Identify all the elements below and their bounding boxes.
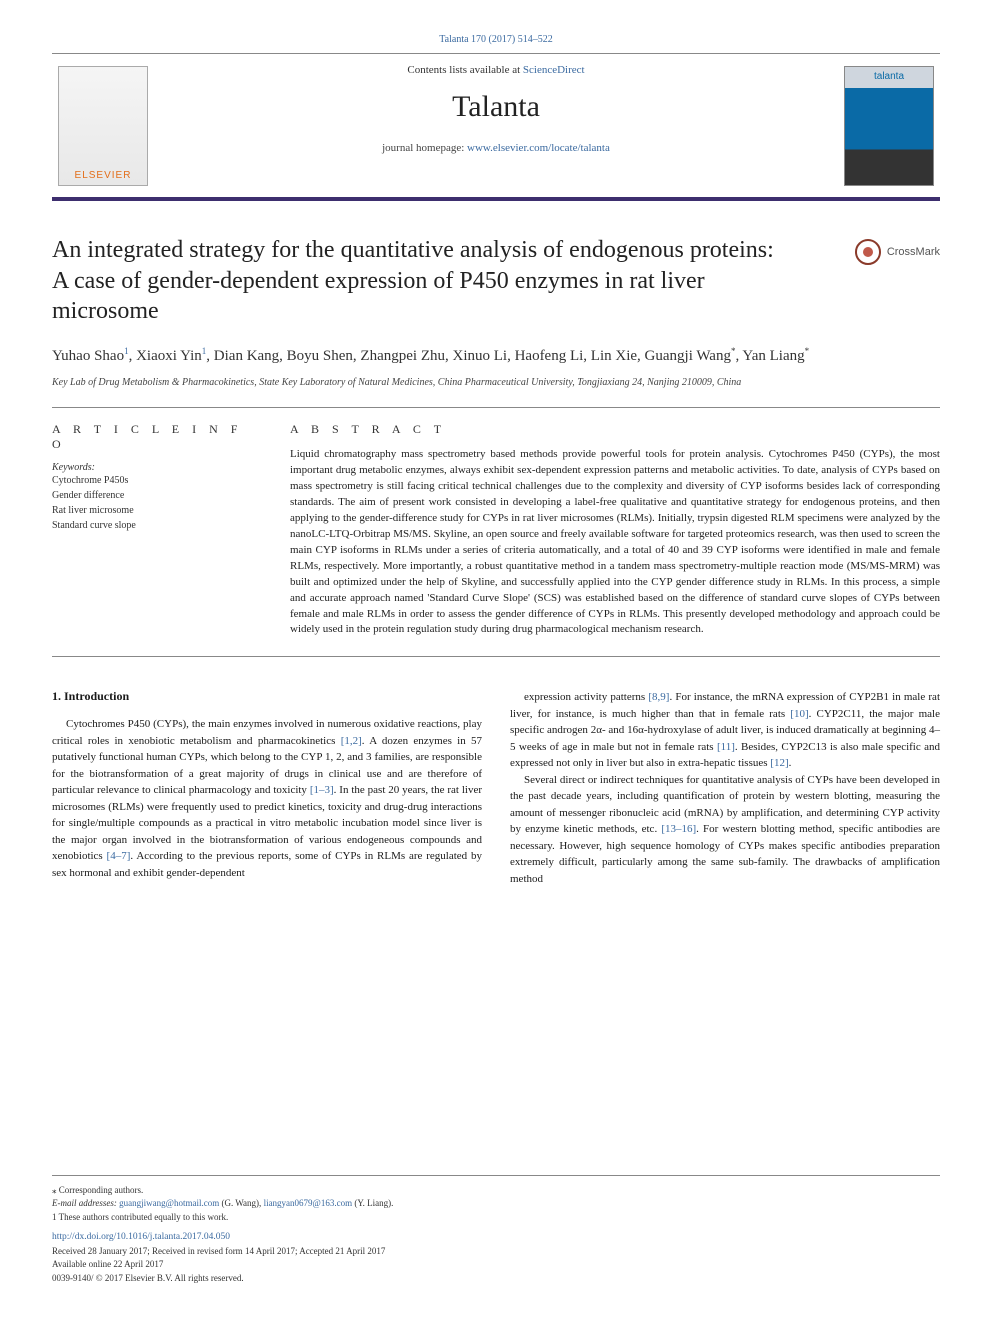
author: , Xiaoxi Yin bbox=[129, 348, 202, 364]
crossmark-label: CrossMark bbox=[887, 246, 940, 258]
sciencedirect-link[interactable]: ScienceDirect bbox=[523, 64, 585, 76]
keywords-label: Keywords: bbox=[52, 462, 262, 473]
body-two-column: 1. Introduction Cytochromes P450 (CYPs),… bbox=[52, 689, 940, 887]
doi-link[interactable]: http://dx.doi.org/10.1016/j.talanta.2017… bbox=[52, 1230, 940, 1244]
keywords-list: Cytochrome P450s Gender difference Rat l… bbox=[52, 473, 262, 533]
homepage-link[interactable]: www.elsevier.com/locate/talanta bbox=[467, 142, 610, 154]
contents-line: Contents lists available at ScienceDirec… bbox=[172, 64, 820, 76]
journal-cover-thumb: talanta bbox=[844, 66, 934, 186]
emails-line: E-mail addresses: guangjiwang@hotmail.co… bbox=[52, 1197, 940, 1211]
article-header: CrossMark An integrated strategy for the… bbox=[52, 235, 940, 389]
emails-prefix: E-mail addresses: bbox=[52, 1198, 119, 1208]
section-heading: 1. Introduction bbox=[52, 689, 482, 704]
article-info-heading: A R T I C L E I N F O bbox=[52, 422, 262, 452]
journal-ref-link[interactable]: Talanta 170 (2017) 514–522 bbox=[0, 0, 992, 53]
contents-prefix: Contents lists available at bbox=[407, 64, 522, 76]
author: , Dian Kang, Boyu Shen, Zhangpei Zhu, Xi… bbox=[206, 348, 731, 364]
info-abstract-row: A R T I C L E I N F O Keywords: Cytochro… bbox=[52, 422, 940, 638]
author: , Yan Liang bbox=[735, 348, 804, 364]
homepage-line: journal homepage: www.elsevier.com/locat… bbox=[172, 142, 820, 154]
divider bbox=[52, 656, 940, 657]
body-left-column: 1. Introduction Cytochromes P450 (CYPs),… bbox=[52, 689, 482, 887]
author: Yuhao Shao bbox=[52, 348, 124, 364]
keyword: Standard curve slope bbox=[52, 518, 262, 533]
abstract-text: Liquid chromatography mass spectrometry … bbox=[290, 447, 940, 638]
affiliation: Key Lab of Drug Metabolism & Pharmacokin… bbox=[52, 376, 940, 390]
article-history: Received 28 January 2017; Received in re… bbox=[52, 1245, 940, 1259]
article-info-column: A R T I C L E I N F O Keywords: Cytochro… bbox=[52, 422, 262, 638]
abstract-heading: A B S T R A C T bbox=[290, 422, 940, 437]
keyword: Rat liver microsome bbox=[52, 503, 262, 518]
crossmark-icon bbox=[855, 239, 881, 265]
abstract-column: A B S T R A C T Liquid chromatography ma… bbox=[290, 422, 940, 638]
corresponding-note: ⁎ Corresponding authors. bbox=[52, 1184, 940, 1198]
author-sup: * bbox=[805, 346, 810, 356]
journal-name: Talanta bbox=[172, 90, 820, 124]
author-list: Yuhao Shao1, Xiaoxi Yin1, Dian Kang, Boy… bbox=[52, 345, 940, 368]
email-aff: (Y. Liang). bbox=[352, 1198, 393, 1208]
author-email[interactable]: guangjiwang@hotmail.com bbox=[119, 1198, 219, 1208]
journal-masthead: ELSEVIER Contents lists available at Sci… bbox=[52, 53, 940, 201]
equal-contribution-note: 1 These authors contributed equally to t… bbox=[52, 1211, 940, 1225]
email-aff: (G. Wang), bbox=[219, 1198, 263, 1208]
copyright: 0039-9140/ © 2017 Elsevier B.V. All righ… bbox=[52, 1272, 940, 1286]
elsevier-logo: ELSEVIER bbox=[58, 66, 148, 186]
body-paragraph: expression activity patterns [8,9]. For … bbox=[510, 689, 940, 772]
crossmark-badge[interactable]: CrossMark bbox=[855, 239, 940, 265]
body-paragraph: Cytochromes P450 (CYPs), the main enzyme… bbox=[52, 716, 482, 881]
divider bbox=[52, 407, 940, 408]
available-online: Available online 22 April 2017 bbox=[52, 1258, 940, 1272]
homepage-prefix: journal homepage: bbox=[382, 142, 467, 154]
article-title: An integrated strategy for the quantitat… bbox=[52, 235, 792, 327]
keyword: Gender difference bbox=[52, 488, 262, 503]
body-paragraph: Several direct or indirect techniques fo… bbox=[510, 772, 940, 888]
body-right-column: expression activity patterns [8,9]. For … bbox=[510, 689, 940, 887]
keyword: Cytochrome P450s bbox=[52, 473, 262, 488]
author-email[interactable]: liangyan0679@163.com bbox=[264, 1198, 353, 1208]
article-footer: ⁎ Corresponding authors. E-mail addresse… bbox=[52, 1175, 940, 1285]
